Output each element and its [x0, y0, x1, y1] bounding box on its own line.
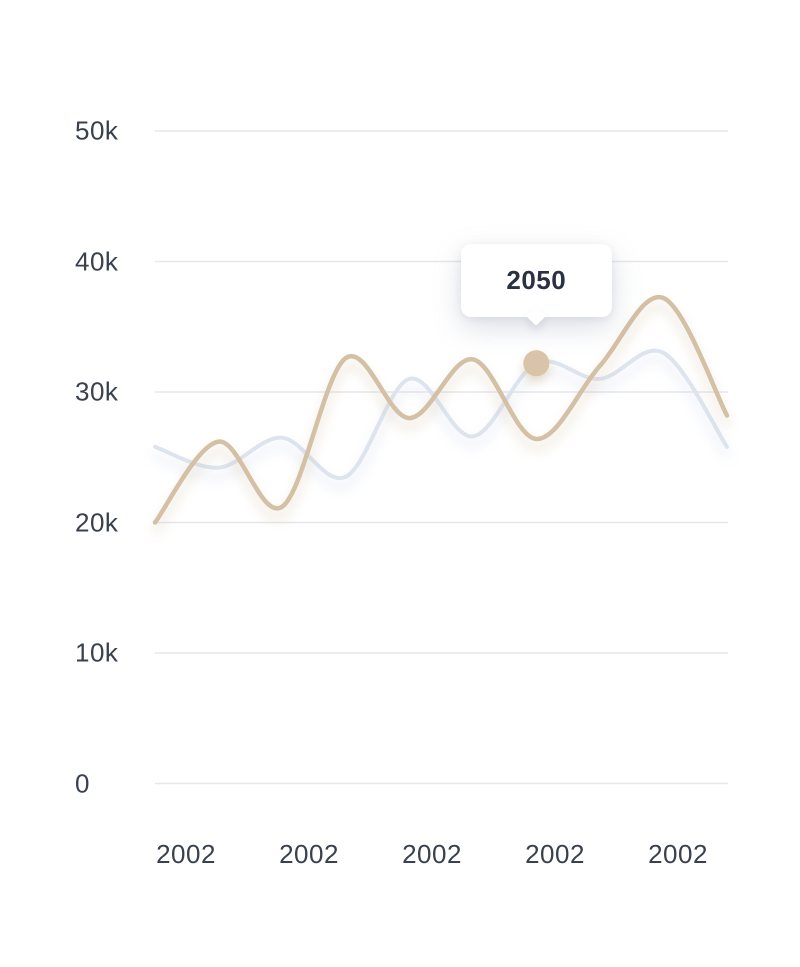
x-axis-tick-label: 2002	[525, 839, 585, 869]
y-axis-tick-label: 30k	[75, 376, 119, 407]
data-point-marker[interactable]	[523, 350, 550, 377]
tooltip-value: 2050	[506, 265, 567, 296]
series-line-comparison-series[interactable]	[153, 348, 729, 481]
y-axis-tick-label: 40k	[75, 246, 119, 276]
y-axis-tick-label: 10k	[75, 637, 119, 668]
x-axis-tick-label: 2002	[402, 839, 462, 869]
x-axis-tick-label: 2002	[156, 839, 216, 869]
x-axis-tick-label: 2002	[279, 839, 339, 869]
y-axis-tick-label: 0	[75, 768, 90, 798]
y-axis-tick-label: 20k	[75, 507, 119, 537]
x-axis-tick-label: 2002	[648, 839, 708, 869]
tooltip: 2050	[460, 244, 612, 327]
y-axis-tick-label: 50k	[75, 115, 119, 146]
series-line-main-series[interactable]	[152, 294, 730, 525]
